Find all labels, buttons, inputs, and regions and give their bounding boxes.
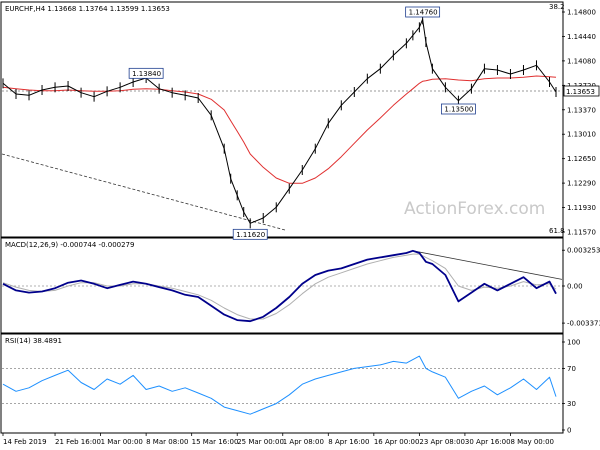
annotation-label-2: 1.13500 (444, 106, 473, 114)
axis-tick-label-2-1: 70 (567, 365, 576, 373)
annotation-box-0 (405, 6, 441, 18)
series-line-2-0 (2, 355, 557, 415)
x-tick-label-11: 8 May 00:00 (510, 438, 554, 446)
annotation-label-1: 1.13840 (132, 70, 161, 78)
axis-tick-label-2-0: 100 (567, 339, 580, 347)
series-line-1-1 (2, 253, 557, 320)
axis-tick-label-0-8: 1.11930 (567, 204, 596, 212)
price-title: EURCHF,H4 1.13668 1.13764 1.13599 1.1365… (5, 5, 170, 13)
annotation-box-3 (232, 228, 268, 240)
rsi-axis: 100 70 30 0 (562, 339, 580, 435)
trend-line-dashed (1, 153, 286, 231)
annotation-box-1 (128, 67, 164, 79)
price-series-layer (2, 14, 557, 229)
x-tick-label-1: 21 Feb 16:00 (55, 438, 101, 446)
x-tick-label-2: 1 Mar 00:00 (101, 438, 143, 446)
x-tick-label-0: 14 Feb 2019 (3, 438, 47, 446)
series-line-1-0 (2, 249, 557, 323)
axis-tick-label-2-2: 30 (567, 400, 576, 408)
rsi-series-layer (2, 355, 562, 415)
x-tick-label-5: 25 Mar 00:00 (237, 438, 284, 446)
x-tick-label-4: 15 Mar 16:00 (192, 438, 239, 446)
axis-tick-label-0-7: 1.12290 (567, 180, 596, 188)
price-annotations: 1.14760 1.13840 1.13500 1.11620 (128, 6, 476, 240)
annotation-label-0: 1.14760 (409, 9, 438, 17)
axis-tick-label-0-0: 1.14800 (567, 9, 596, 17)
axis-tick-label-0-5: 1.13010 (567, 131, 596, 139)
annotation-label-3: 1.11620 (236, 231, 265, 239)
macd-title: MACD(12,26,9) -0.000744 -0.000279 (5, 241, 134, 249)
x-tick-label-3: 8 Mar 08:00 (146, 438, 188, 446)
axis-tick-label-0-6: 1.12650 (567, 155, 596, 163)
watermark: ActionForex.com (404, 199, 545, 219)
current-price-label: 1.13653 (566, 88, 595, 96)
x-axis: 14 Feb 2019 21 Feb 16:00 1 Mar 00:00 8 Mar … (2, 433, 554, 446)
fib-label-bottom: 61.8 (549, 227, 565, 235)
price-panel-frame (0, 1, 564, 238)
macd-axis: 0.003253 0.00 -0.003373 (562, 247, 600, 328)
axis-tick-label-1-1: 0.00 (567, 283, 583, 291)
current-price-tag (563, 85, 600, 97)
axis-tick-label-0-1: 1.14440 (567, 33, 596, 41)
x-tick-label-9: 23 Apr 08:00 (419, 438, 465, 446)
axis-tick-label-1-2: -0.003373 (567, 320, 600, 328)
macd-trend-line (412, 250, 563, 280)
price-axis: 1.148001.144401.140801.137201.133701.130… (562, 9, 596, 237)
axis-tick-label-2-3: 0 (567, 427, 571, 435)
x-tick-label-7: 8 Apr 16:00 (328, 438, 369, 446)
x-tick-label-8: 16 Apr 00:00 (374, 438, 420, 446)
axis-tick-label-0-9: 1.11570 (567, 229, 596, 237)
axis-tick-label-0-4: 1.13370 (567, 106, 596, 114)
macd-panel-frame (0, 237, 564, 334)
fib-label-top: 38.2 (549, 3, 565, 11)
rsi-panel-frame (0, 333, 564, 434)
macd-series-layer (2, 249, 563, 323)
annotation-box-2 (441, 103, 476, 115)
axis-tick-label-0-2: 1.14080 (567, 57, 596, 65)
x-tick-label-6: 1 Apr 08:00 (283, 438, 324, 446)
x-tick-label-10: 30 Apr 16:00 (465, 438, 511, 446)
axis-tick-label-1-0: 0.003253 (567, 247, 600, 255)
rsi-title: RSI(14) 38.4891 (5, 337, 62, 345)
